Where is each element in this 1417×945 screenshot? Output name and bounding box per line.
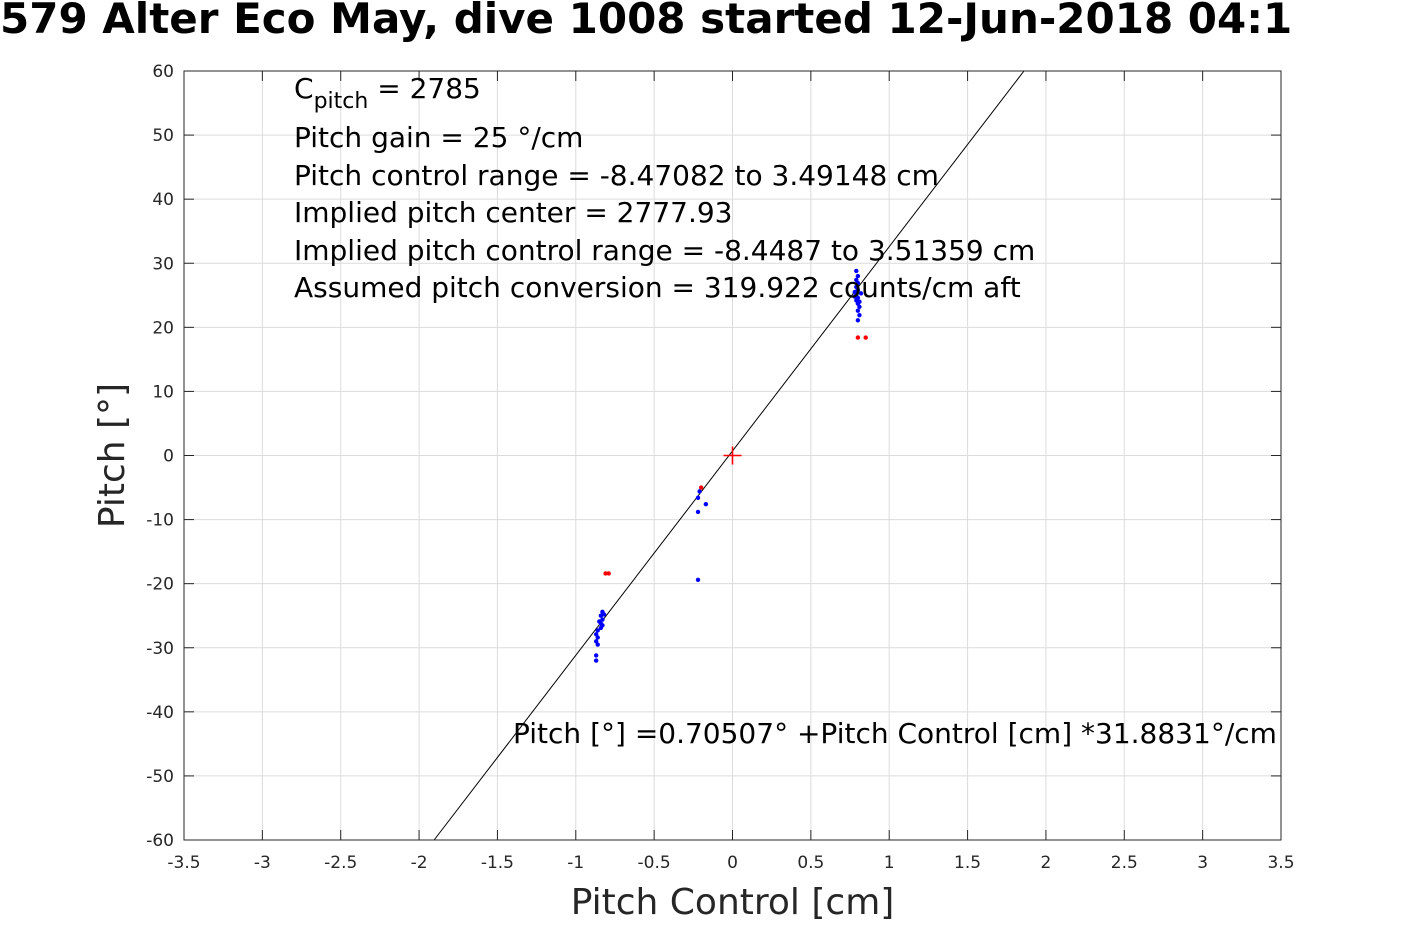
- c-symbol: C: [294, 72, 314, 105]
- blue-data-point: [858, 291, 864, 296]
- c-subscript: pitch: [314, 89, 369, 114]
- y-tick-label: 30: [152, 254, 174, 274]
- y-tick-label: 20: [152, 318, 174, 338]
- red-data-point: [863, 335, 868, 340]
- blue-data-point: [695, 509, 701, 515]
- x-tick-label: -3.5: [167, 853, 200, 873]
- blue-data-point: [593, 653, 599, 658]
- red-data-point: [606, 571, 611, 576]
- y-tick-label: 50: [152, 126, 174, 146]
- blue-data-point: [695, 495, 701, 500]
- annotation-c-pitch: Cpitch = 2785: [294, 72, 481, 114]
- x-tick-label: 3: [1197, 853, 1208, 873]
- annotation-assumed-pitch-conversion: Assumed pitch conversion = 319.922 count…: [294, 271, 1021, 304]
- x-tick-label: 0.5: [797, 853, 824, 873]
- blue-data-point: [857, 299, 862, 304]
- x-tick-label: 3.5: [1267, 853, 1294, 873]
- axis-ticks: [183, 70, 1282, 841]
- blue-data-point: [595, 642, 600, 647]
- blue-data-point: [593, 658, 599, 663]
- blue-data-point: [855, 318, 861, 323]
- x-tick-label: -3: [254, 853, 271, 873]
- annotation-pitch-control-range: Pitch control range = -8.47082 to 3.4914…: [294, 159, 939, 192]
- y-tick-label: -60: [146, 831, 174, 851]
- annotation-pitch-gain: Pitch gain = 25 °/cm: [294, 121, 583, 154]
- blue-data-point: [852, 294, 857, 299]
- y-tick-label: 0: [163, 447, 174, 467]
- x-tick-label: 2: [1041, 853, 1052, 873]
- blue-data-point: [601, 612, 607, 617]
- data-points: [593, 268, 868, 663]
- x-tick-label: 1.5: [954, 853, 981, 873]
- blue-data-point: [857, 312, 862, 318]
- x-axis-label: Pitch Control [cm]: [571, 882, 895, 923]
- annotation-implied-pitch-center: Implied pitch center = 2777.93: [294, 196, 732, 229]
- blue-data-point: [857, 304, 862, 310]
- y-tick-label: 10: [152, 382, 174, 402]
- annotation-fit-equation: Pitch [°] =0.70507° +Pitch Control [cm] …: [513, 717, 1277, 750]
- x-tick-label: -2: [411, 853, 428, 873]
- y-tick-label: -50: [146, 767, 174, 787]
- chart-title: 579 Alter Eco May, dive 1008 started 12-…: [0, 0, 1293, 43]
- red-data-point: [855, 335, 861, 340]
- red-data-point: [603, 571, 608, 576]
- blue-data-point: [595, 635, 600, 640]
- y-tick-label: -10: [146, 511, 174, 531]
- x-tick-label: -0.5: [638, 853, 671, 873]
- c-value: = 2785: [368, 72, 481, 105]
- x-tick-label: 0: [727, 853, 738, 873]
- y-tick-label: 60: [152, 62, 174, 82]
- y-tick-label: -40: [146, 703, 174, 723]
- x-tick-label: 1: [884, 853, 895, 873]
- y-tick-label: -30: [146, 639, 174, 659]
- blue-data-point: [697, 489, 702, 494]
- x-tick-labels: -3.5 -3 -2.5 -2 -1.5 -1 -0.5 0 0.5 1 1.5 2 2.5 3 3.5: [167, 853, 1294, 873]
- y-axis-label: Pitch [°]: [92, 383, 133, 528]
- blue-data-point: [855, 280, 861, 286]
- blue-data-point: [854, 268, 859, 274]
- x-tick-label: -1.5: [481, 853, 514, 873]
- blue-data-point: [855, 273, 861, 279]
- blue-data-point: [855, 308, 861, 313]
- blue-data-point: [703, 502, 709, 507]
- x-tick-label: -2.5: [324, 853, 357, 873]
- annotation-implied-pitch-control-range: Implied pitch control range = -8.4487 to…: [294, 234, 1035, 267]
- blue-data-point: [595, 628, 600, 633]
- blue-data-point: [598, 625, 604, 631]
- y-tick-label: 40: [152, 190, 174, 210]
- center-marker-group: [723, 446, 742, 465]
- x-tick-label: -1: [567, 853, 584, 873]
- blue-data-point: [695, 577, 701, 583]
- x-tick-label: 2.5: [1111, 853, 1138, 873]
- y-tick-labels: -60 -50 -40 -30 -20 -10 0 10 20 30 40 50 60: [146, 62, 174, 851]
- y-tick-label: -20: [146, 575, 174, 595]
- annotation-block: Cpitch = 2785 Pitch gain = 25 °/cm Pitch…: [294, 72, 1035, 304]
- red-data-point: [698, 485, 704, 490]
